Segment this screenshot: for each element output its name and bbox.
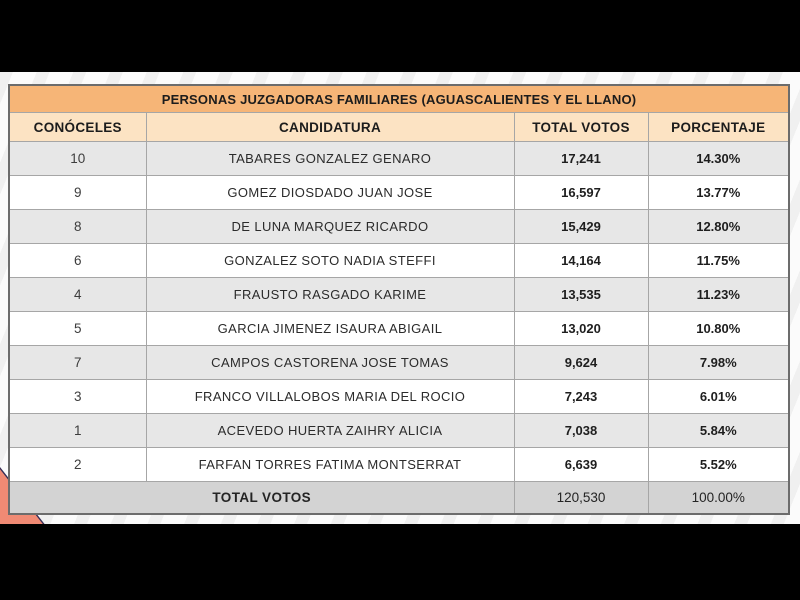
- conoceles-cell: 9: [8, 175, 147, 210]
- conoceles-cell: 5: [8, 311, 147, 346]
- total-row: TOTAL VOTOS 120,530 100.00%: [8, 481, 790, 515]
- table-row: 4 FRAUSTO RASGADO KARIME 13,535 11.23%: [8, 277, 790, 312]
- conoceles-cell: 7: [8, 345, 147, 380]
- letterbox-bottom: [0, 524, 800, 600]
- table-title-sub: (AGUASCALIENTES Y EL LLANO): [421, 91, 637, 107]
- letterbox-top: [0, 0, 800, 72]
- conoceles-cell: 4: [8, 277, 147, 312]
- conoceles-cell: 8: [8, 209, 147, 244]
- table-title-row: PERSONAS JUZGADORAS FAMILIARES (AGUASCAL…: [8, 84, 790, 113]
- table-row: 9 GOMEZ DIOSDADO JUAN JOSE 16,597 13.77%: [8, 175, 790, 210]
- votos-cell: 6,639: [513, 447, 649, 482]
- conoceles-cell: 3: [8, 379, 147, 414]
- votos-cell: 7,243: [513, 379, 649, 414]
- candidatura-cell: CAMPOS CASTORENA JOSE TOMAS: [145, 345, 515, 380]
- porcentaje-cell: 11.75%: [647, 243, 790, 278]
- votos-cell: 15,429: [513, 209, 649, 244]
- results-table: PERSONAS JUZGADORAS FAMILIARES (AGUASCAL…: [8, 84, 791, 515]
- candidatura-cell: GONZALEZ SOTO NADIA STEFFI: [145, 243, 515, 278]
- table-row: 5 GARCIA JIMENEZ ISAURA ABIGAIL 13,020 10.8…: [8, 311, 790, 346]
- table-title: PERSONAS JUZGADORAS FAMILIARES (AGUASCAL…: [8, 84, 790, 113]
- candidatura-cell: FRANCO VILLALOBOS MARIA DEL ROCIO: [145, 379, 515, 414]
- candidatura-cell: GARCIA JIMENEZ ISAURA ABIGAIL: [145, 311, 515, 346]
- porcentaje-cell: 13.77%: [647, 175, 790, 210]
- table-title-main: PERSONAS JUZGADORAS FAMILIARES: [161, 91, 418, 107]
- votos-cell: 7,038: [513, 413, 649, 448]
- porcentaje-cell: 12.80%: [647, 209, 790, 244]
- table-row: 6 GONZALEZ SOTO NADIA STEFFI 14,164 11.75%: [8, 243, 790, 278]
- votos-cell: 13,020: [513, 311, 649, 346]
- porcentaje-cell: 6.01%: [647, 379, 790, 414]
- table-row: 3 FRANCO VILLALOBOS MARIA DEL ROCIO 7,243 6…: [8, 379, 790, 414]
- total-porcentaje-value: 100.00%: [647, 481, 790, 515]
- conoceles-cell: 1: [8, 413, 147, 448]
- conoceles-cell: 10: [8, 141, 147, 176]
- table-row: 8 DE LUNA MARQUEZ RICARDO 15,429 12.80%: [8, 209, 790, 244]
- candidatura-cell: GOMEZ DIOSDADO JUAN JOSE: [145, 175, 515, 210]
- total-votos-value: 120,530: [513, 481, 649, 515]
- total-label: TOTAL VOTOS: [8, 481, 515, 515]
- candidatura-cell: TABARES GONZALEZ GENARO: [145, 141, 515, 176]
- votos-cell: 9,624: [513, 345, 649, 380]
- votos-cell: 14,164: [513, 243, 649, 278]
- column-header-porcentaje: PORCENTAJE: [647, 112, 790, 142]
- table-row: 2 FARFAN TORRES FATIMA MONTSERRAT 6,639 5.5…: [8, 447, 790, 482]
- slide-content: PERSONAS JUZGADORAS FAMILIARES (AGUASCAL…: [0, 72, 800, 524]
- table-body: 10 TABARES GONZALEZ GENARO 17,241 14.30% 9 GO…: [8, 141, 790, 482]
- porcentaje-cell: 7.98%: [647, 345, 790, 380]
- porcentaje-cell: 5.84%: [647, 413, 790, 448]
- table-row: 1 ACEVEDO HUERTA ZAIHRY ALICIA 7,038 5.84%: [8, 413, 790, 448]
- column-header-conoceles: CONÓCELES: [8, 112, 147, 142]
- candidatura-cell: FARFAN TORRES FATIMA MONTSERRAT: [145, 447, 515, 482]
- porcentaje-cell: 5.52%: [647, 447, 790, 482]
- porcentaje-cell: 14.30%: [647, 141, 790, 176]
- candidatura-cell: DE LUNA MARQUEZ RICARDO: [145, 209, 515, 244]
- porcentaje-cell: 10.80%: [647, 311, 790, 346]
- votos-cell: 13,535: [513, 277, 649, 312]
- votos-cell: 17,241: [513, 141, 649, 176]
- candidatura-cell: FRAUSTO RASGADO KARIME: [145, 277, 515, 312]
- column-header-total-votos: TOTAL VOTOS: [513, 112, 649, 142]
- votos-cell: 16,597: [513, 175, 649, 210]
- column-header-candidatura: CANDIDATURA: [145, 112, 515, 142]
- table-header-row: CONÓCELES CANDIDATURA TOTAL VOTOS PORCEN…: [8, 112, 790, 142]
- conoceles-cell: 2: [8, 447, 147, 482]
- table-row: 7 CAMPOS CASTORENA JOSE TOMAS 9,624 7.98%: [8, 345, 790, 380]
- porcentaje-cell: 11.23%: [647, 277, 790, 312]
- table-row: 10 TABARES GONZALEZ GENARO 17,241 14.30%: [8, 141, 790, 176]
- conoceles-cell: 6: [8, 243, 147, 278]
- candidatura-cell: ACEVEDO HUERTA ZAIHRY ALICIA: [145, 413, 515, 448]
